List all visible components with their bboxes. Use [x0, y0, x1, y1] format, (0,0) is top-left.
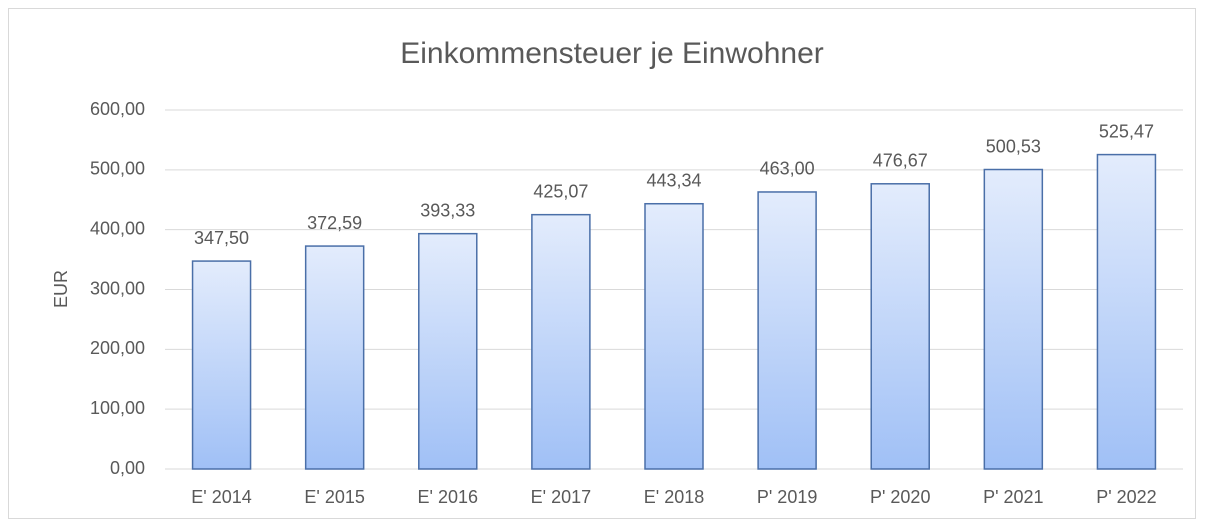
data-label: 525,47 [1099, 121, 1154, 141]
data-label: 372,59 [307, 213, 362, 233]
y-axis-label: EUR [51, 270, 71, 308]
x-tick-label: P' 2020 [870, 487, 931, 507]
x-tick-label: E' 2018 [644, 487, 705, 507]
bar [191, 260, 252, 470]
y-tick-label: 200,00 [90, 338, 145, 358]
y-tick-label: 100,00 [90, 398, 145, 418]
bar [1096, 153, 1157, 470]
x-tick-label: E' 2015 [304, 487, 365, 507]
y-tick-label: 500,00 [90, 159, 145, 179]
x-tick-label: P' 2022 [1096, 487, 1157, 507]
x-tick-label: E' 2017 [531, 487, 592, 507]
bar [870, 183, 930, 470]
bar [418, 232, 478, 470]
y-tick-label: 600,00 [90, 99, 145, 119]
bar [983, 168, 1044, 470]
chart-title: Einkommensteuer je Einwohner [400, 37, 824, 70]
x-tick-label: E' 2016 [418, 487, 479, 507]
data-label: 476,67 [873, 151, 928, 171]
bar [304, 245, 365, 470]
data-label: 425,07 [533, 181, 588, 201]
y-tick-label: 0,00 [110, 458, 145, 478]
data-label: 393,33 [420, 200, 475, 220]
x-tick-label: E' 2014 [191, 487, 252, 507]
data-label: 443,34 [646, 170, 701, 190]
x-tick-label: P' 2021 [983, 487, 1044, 507]
x-tick-label: P' 2019 [757, 487, 818, 507]
bar [757, 191, 817, 470]
bar [531, 213, 591, 470]
data-label: 500,53 [986, 136, 1041, 156]
data-label: 347,50 [194, 228, 249, 248]
y-tick-label: 400,00 [90, 218, 145, 238]
y-tick-label: 300,00 [90, 278, 145, 298]
data-label: 463,00 [760, 159, 815, 179]
bar [644, 202, 704, 470]
